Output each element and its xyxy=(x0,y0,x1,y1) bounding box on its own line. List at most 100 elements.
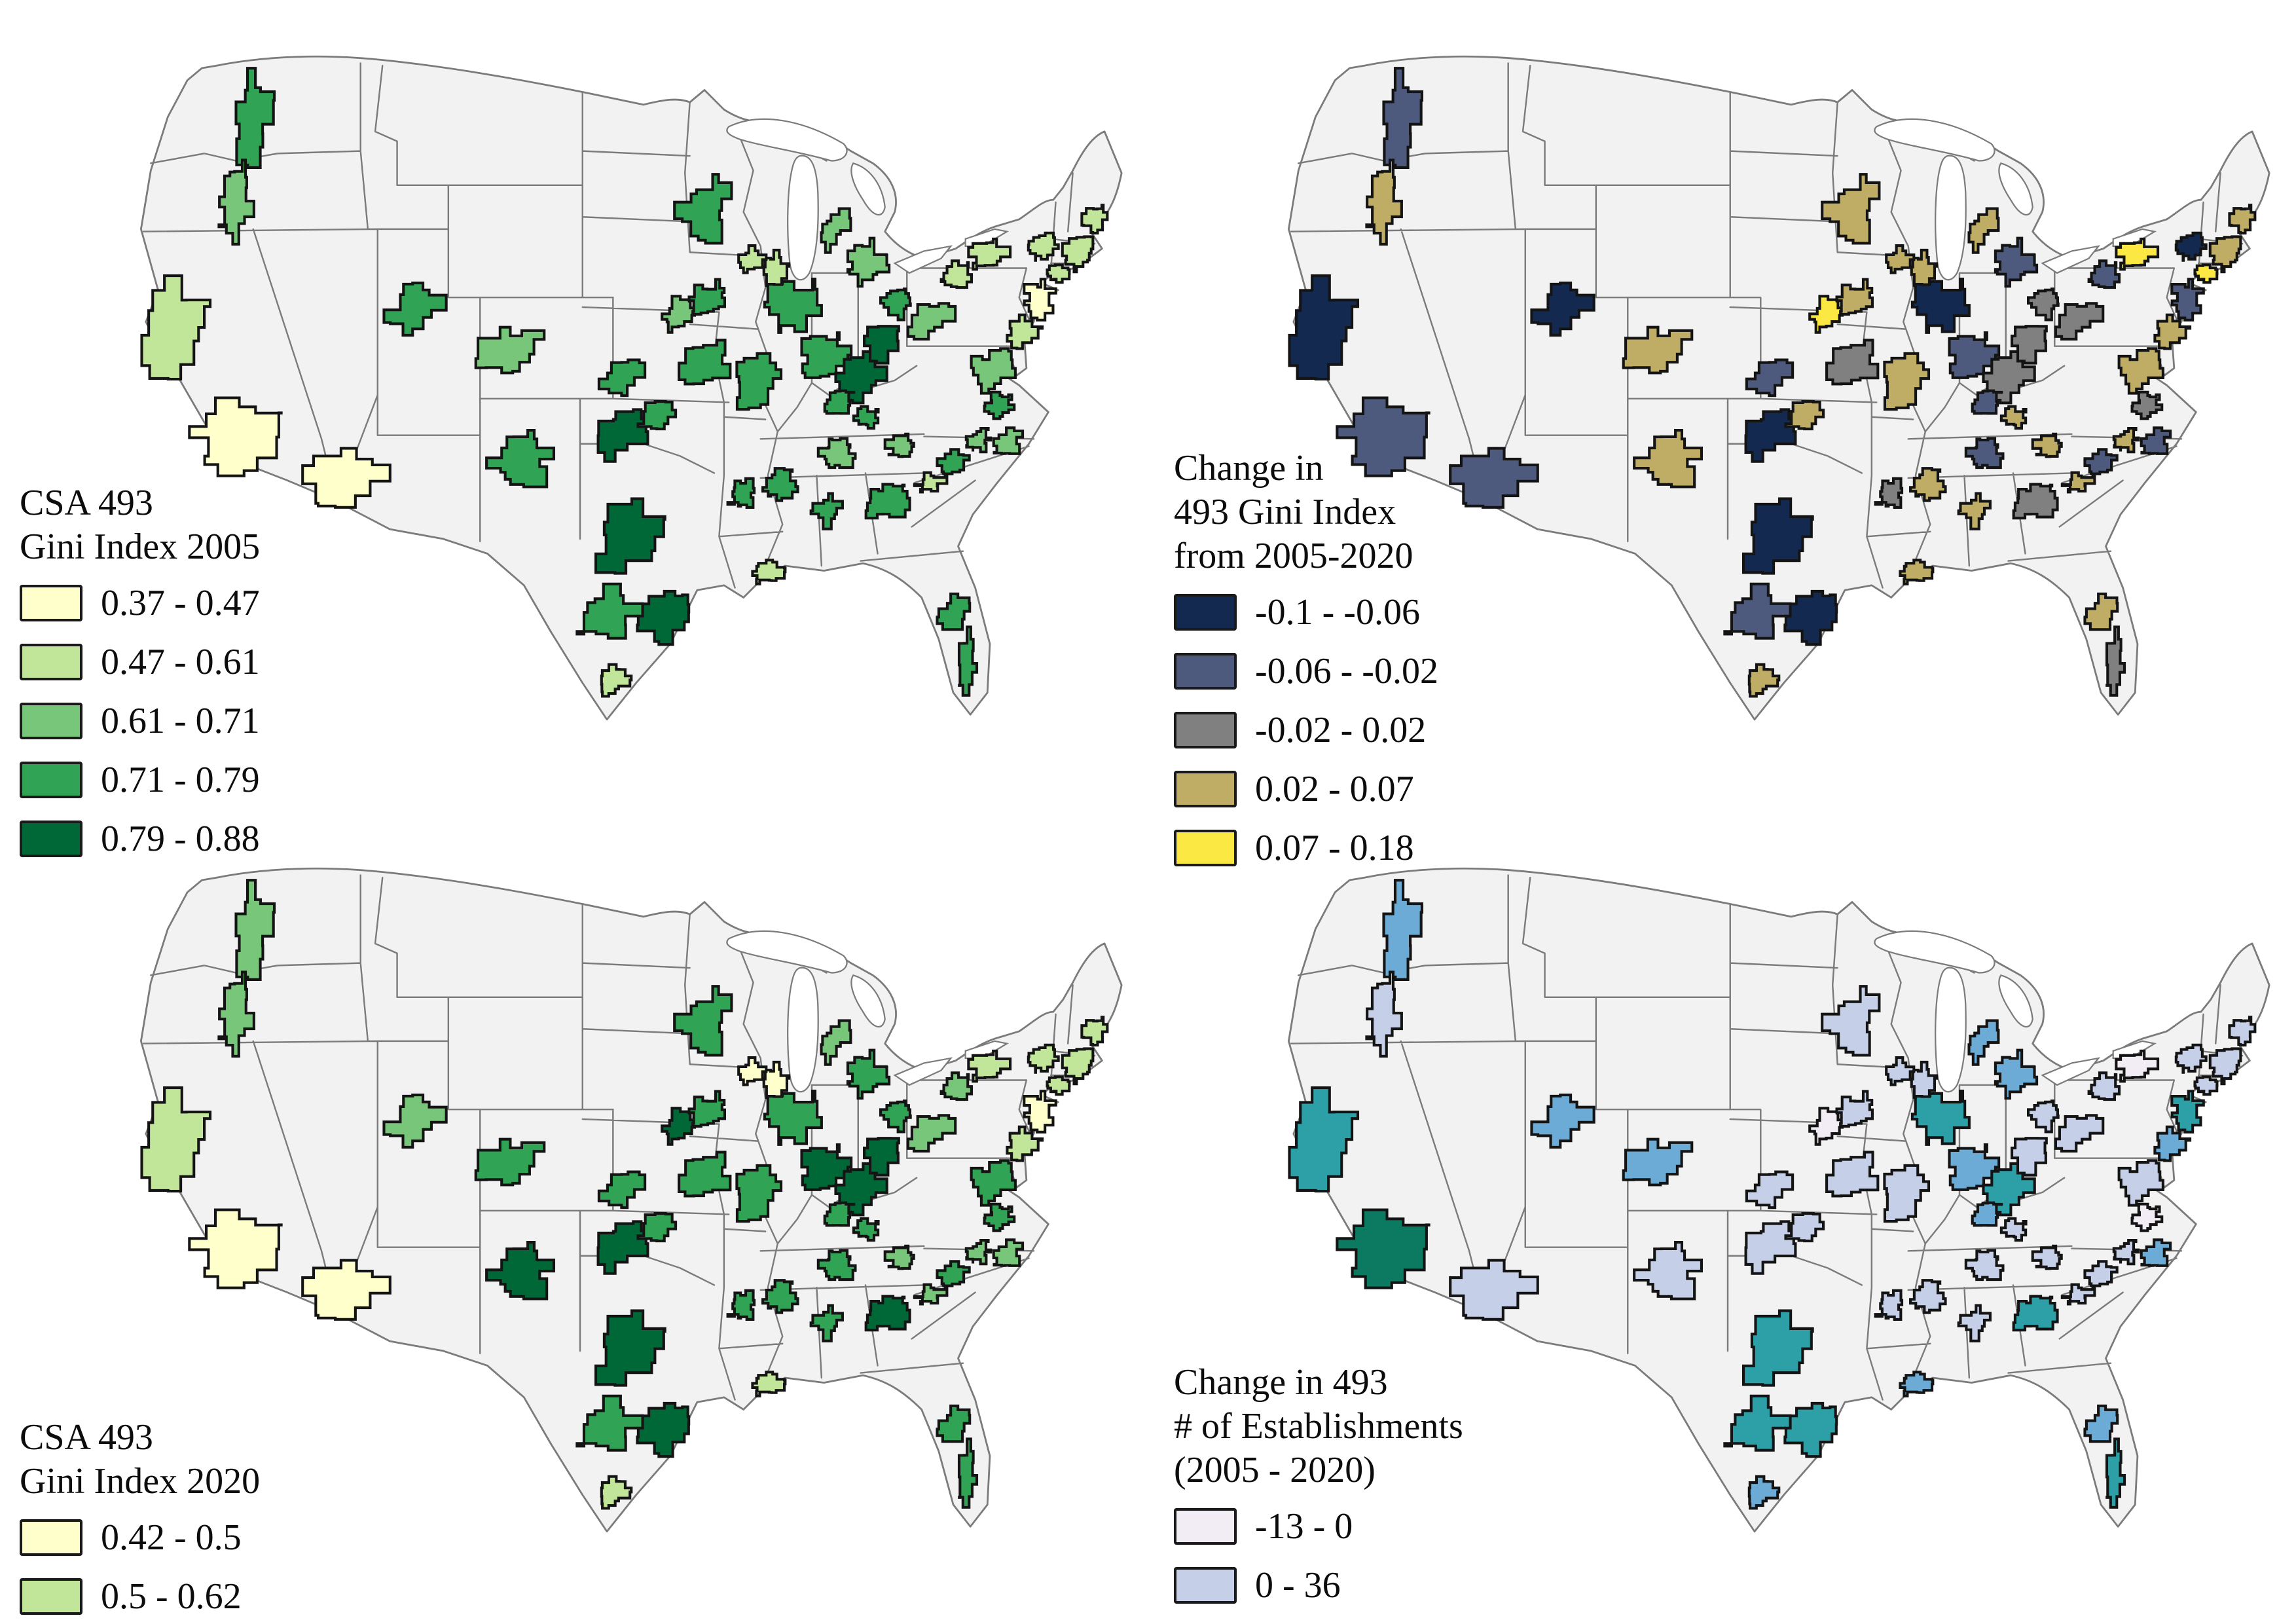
us-map-gini-2005 xyxy=(139,55,1123,721)
csa-region-los-angeles xyxy=(188,1208,283,1289)
us-map-gini-change xyxy=(1287,55,2270,721)
csa-region-dallas xyxy=(1741,497,1814,575)
csa-region-san-antonio xyxy=(575,582,644,640)
csa-region-tampa-miami xyxy=(2105,1437,2126,1509)
base-map xyxy=(139,867,1123,1533)
legend-item: 0.07 - 0.18 xyxy=(1174,827,1438,869)
legend-item: -0.06 - -0.02 xyxy=(1174,650,1438,692)
legend-title-line: Change in xyxy=(1174,448,1324,489)
csa-region-oklahoma-city xyxy=(596,1220,649,1275)
csa-region-louisville xyxy=(823,389,856,415)
csa-region-greensboro xyxy=(964,427,993,454)
csa-region-sf-sacramento xyxy=(140,1086,212,1193)
legend-title-line: 493 Gini Index xyxy=(1174,492,1396,532)
map-panel-gini-2020: CSA 493 Gini Index 2020 0.42 - 0.5 0.5 - 0.… xyxy=(0,812,1148,1624)
csa-region-memphis xyxy=(761,467,799,502)
csa-region-boston xyxy=(2208,235,2242,274)
csa-region-greensboro xyxy=(2112,1239,2140,1266)
csa-region-rochester xyxy=(967,1049,1012,1083)
csa-region-milwaukee xyxy=(1910,248,1939,287)
legend-label: 0.07 - 0.18 xyxy=(1255,828,1414,868)
csa-region-tulsa xyxy=(636,400,678,431)
csa-region-new-york xyxy=(2170,278,2205,322)
csa-region-greenville-sc xyxy=(913,1283,949,1306)
legend-label: 0.5 - 0.62 xyxy=(101,1576,242,1617)
csa-region-los-angeles xyxy=(188,396,283,477)
csa-region-little-rock xyxy=(1874,477,1904,509)
legend-label: -13 - 0 xyxy=(1255,1506,1353,1547)
csa-region-nashville xyxy=(816,1249,857,1282)
legend-item: -0.1 - -0.06 xyxy=(1174,591,1438,633)
csa-region-los-angeles xyxy=(1336,396,1430,477)
legend-label: -0.02 - 0.02 xyxy=(1255,710,1427,750)
csa-region-memphis xyxy=(1909,467,1947,502)
csa-region-orlando xyxy=(936,1404,972,1443)
csa-region-des-moines xyxy=(1835,1090,1874,1128)
csa-region-columbus-oh xyxy=(863,325,900,365)
csa-region-chicago xyxy=(763,278,823,334)
csa-region-grand-rapids xyxy=(1967,1019,2000,1066)
csa-region-mcallen xyxy=(1747,1475,1781,1510)
legend-item: -0.02 - 0.02 xyxy=(1174,709,1438,751)
csa-region-dallas xyxy=(1741,1309,1814,1387)
csa-region-hartford xyxy=(1046,1075,1071,1096)
csa-region-madison xyxy=(737,244,768,274)
csa-region-portland-me xyxy=(2228,1016,2257,1047)
csa-region-houston xyxy=(636,589,691,646)
csa-region-albuquerque xyxy=(485,429,556,489)
legend-title-line: from 2005-2020 xyxy=(1174,536,1413,576)
csa-region-knoxville xyxy=(883,432,915,458)
csa-region-louisville xyxy=(1971,1201,2003,1227)
csa-region-denver xyxy=(474,1137,546,1187)
csa-region-tulsa xyxy=(1784,400,1825,431)
legend-label: 0.61 - 0.71 xyxy=(101,701,260,741)
csa-region-seattle xyxy=(234,879,276,982)
csa-region-grand-rapids xyxy=(820,1019,852,1066)
legend-title-line: (2005 - 2020) xyxy=(1174,1450,1376,1490)
csa-region-madison xyxy=(737,1056,768,1086)
csa-region-oklahoma-city xyxy=(1744,408,1797,463)
csa-region-richmond xyxy=(2130,390,2164,420)
csa-region-salt-lake-city xyxy=(382,281,448,337)
csa-region-cleveland xyxy=(2026,1099,2060,1134)
csa-region-knoxville xyxy=(2031,1244,2063,1270)
csa-region-albany xyxy=(1027,1043,1060,1074)
legend-item: 0.42 - 0.5 xyxy=(20,1517,260,1559)
csa-region-portland-or xyxy=(1365,158,1403,246)
csa-region-detroit xyxy=(1994,1048,2039,1100)
legend-swatch-2 xyxy=(1174,1567,1237,1604)
csa-region-wichita xyxy=(597,1170,647,1209)
csa-region-charlotte xyxy=(2083,448,2119,475)
csa-region-birmingham xyxy=(1957,1304,1992,1342)
csa-region-washington-dc xyxy=(2117,1159,2164,1207)
csa-region-boston xyxy=(1061,1047,1095,1086)
csa-region-sf-sacramento xyxy=(140,274,212,381)
csa-region-atlanta xyxy=(864,483,911,520)
csa-region-hartford xyxy=(2193,1075,2219,1096)
csa-region-greenville-sc xyxy=(2060,471,2096,494)
csa-region-washington-dc xyxy=(2117,347,2164,395)
legend-gini-change: Change in 493 Gini Index from 2005-2020 -0.… xyxy=(1174,447,1438,886)
csa-region-new-york xyxy=(2170,1090,2205,1134)
csa-region-pittsburgh xyxy=(906,1114,957,1153)
csa-region-hartford xyxy=(1046,263,1071,284)
legend-swatch-5 xyxy=(1174,830,1237,866)
csa-region-milwaukee xyxy=(1910,1060,1939,1099)
csa-region-nashville xyxy=(816,437,857,470)
legend-item: 0.61 - 0.71 xyxy=(20,700,260,742)
csa-region-chicago xyxy=(1910,1090,1971,1146)
csa-region-mcallen xyxy=(600,663,633,698)
legend-item: 0.37 - 0.47 xyxy=(20,582,260,624)
csa-region-greensboro xyxy=(964,1239,993,1266)
csa-region-louisville xyxy=(1971,389,2003,415)
legend-title-line: CSA 493 xyxy=(20,1417,153,1458)
csa-region-kansas-city xyxy=(1825,1151,1880,1198)
csa-region-seattle xyxy=(234,67,276,170)
csa-region-louisville xyxy=(823,1201,856,1227)
csa-region-new-york xyxy=(1023,278,1057,322)
legend-item: 0.47 - 0.61 xyxy=(20,641,260,683)
csa-region-phoenix xyxy=(301,447,392,509)
csa-region-portland-or xyxy=(217,970,255,1058)
csa-region-chicago xyxy=(1910,278,1971,334)
csa-region-dallas xyxy=(594,497,666,575)
